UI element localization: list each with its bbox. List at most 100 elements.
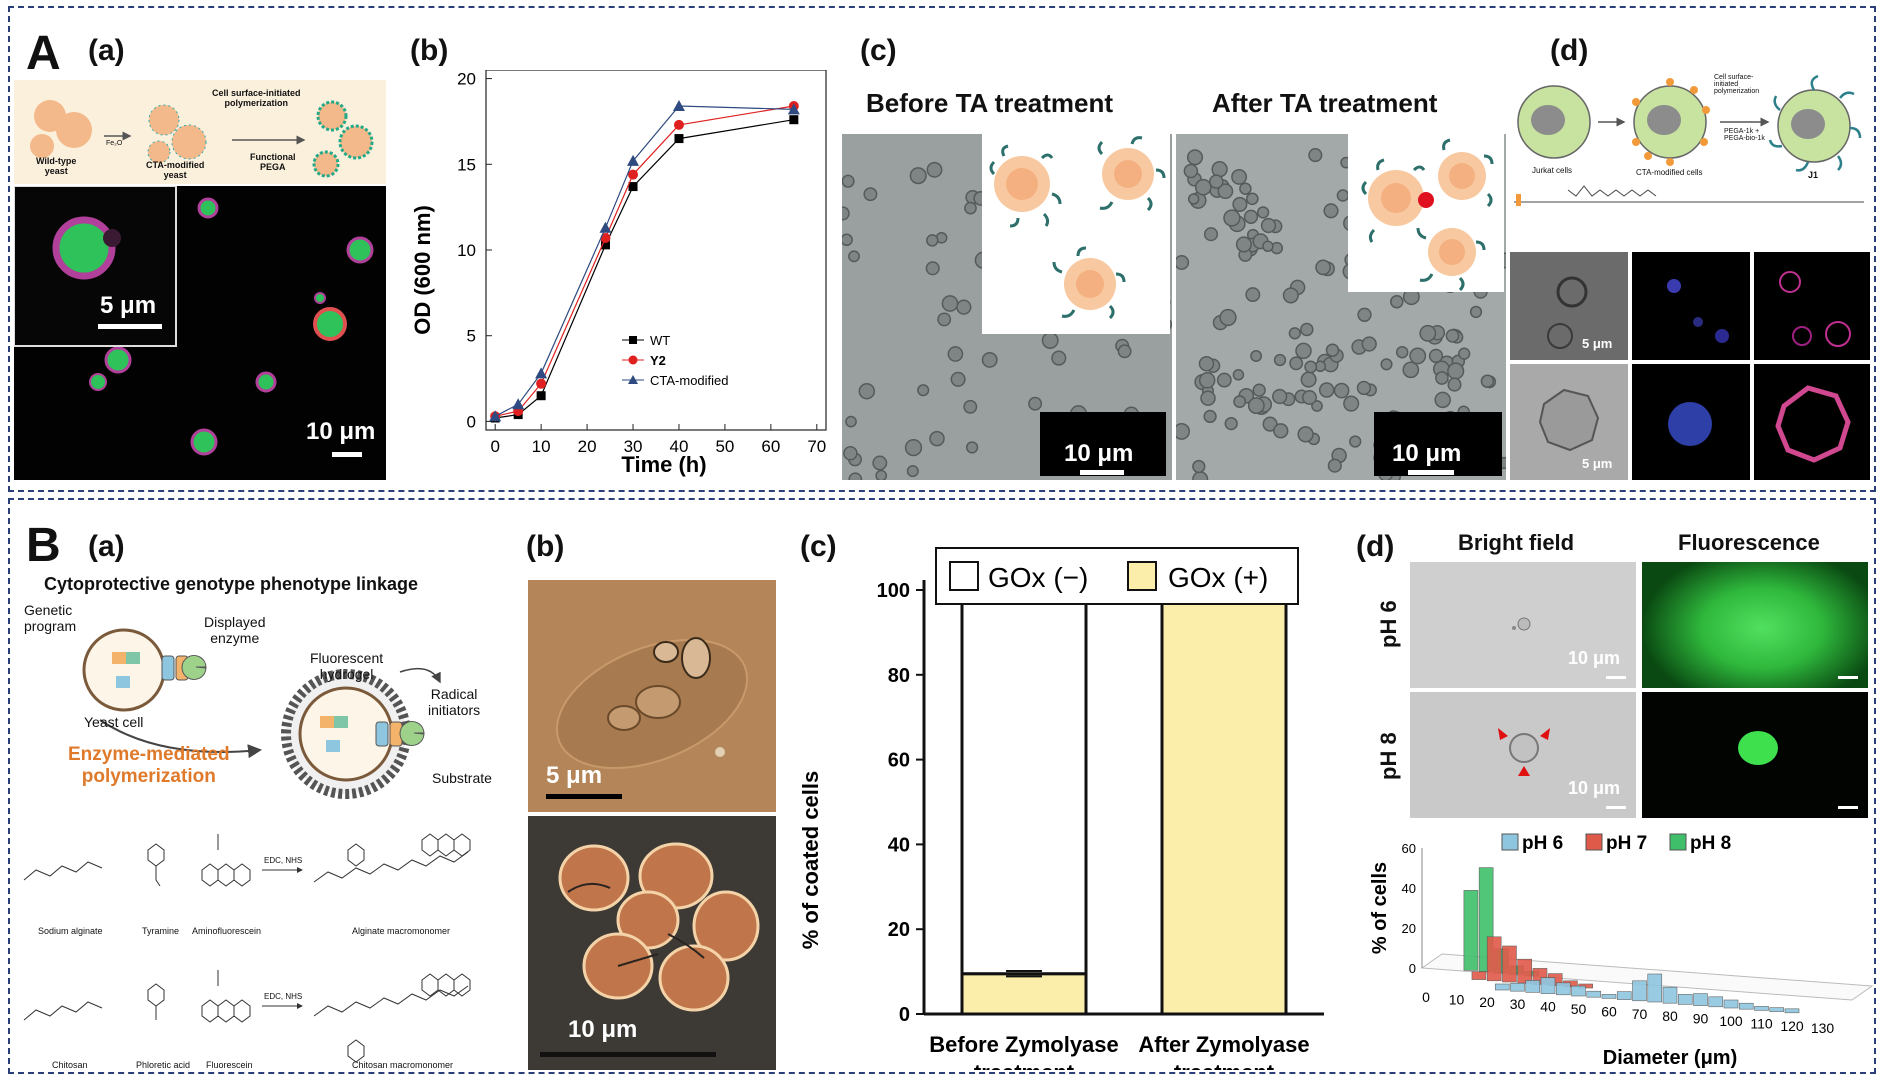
panel-b-frame [8,498,1876,1074]
chitosan-label: Chitosan [52,1060,88,1070]
histogram-bar-ph6 [1784,1008,1800,1014]
brightfield-ph8-scale-bar [1606,806,1626,809]
legend-label-gox-minus: GOx (−) [988,562,1088,593]
jurkat-magenta-2 [1754,364,1870,480]
yeast-cell [1333,382,1350,399]
jurkat-magenta-1-svg [1779,271,1851,347]
data-point-cta [599,221,612,233]
yeast-schematic-svg [30,100,374,178]
before-ta-scale-label: 10 μm [1064,440,1134,467]
yeast-cell [1469,305,1483,319]
yeast-cell [1302,390,1317,405]
yeast-cell [842,206,850,221]
ph8-row-label: pH 8 [1376,732,1401,780]
legend-marker-cta [628,375,638,384]
yeast-cell [1300,371,1317,388]
x-tick-label: 80 [1662,1008,1678,1024]
genetic-program-label: Genetic program [24,602,77,634]
histogram-bar-ph7 [1471,971,1487,980]
yeast-cell [1243,209,1259,224]
jurkat-bright-2-svg [1538,388,1600,452]
yeast-cell [1176,422,1191,440]
histogram-bar-ph6 [1540,977,1556,994]
yeast-cell [1187,193,1200,205]
histogram-bar-ph6 [1677,994,1693,1005]
y-tick-label: 0 [899,1004,910,1026]
brightfield-ph8-svg [1498,728,1550,776]
y-tick-label: 15 [457,155,476,174]
yeast-cell [1219,308,1237,327]
fluorescence-ph6 [1642,562,1868,688]
panel-a-d-label: (d) [1550,34,1589,67]
jurkat-scale-2-label: 5 μm [1582,456,1613,471]
yeast-cell [926,161,943,178]
x-tick-label: 110 [1750,1015,1773,1031]
sem-top-scale-label: 5 μm [546,762,603,789]
legend-swatch-ph7 [1585,833,1603,851]
category-label: After Zymolyase [1138,1032,1309,1057]
sem-bottom-scale-label: 10 μm [568,1016,638,1043]
x-tick-label: 60 [1601,1003,1617,1019]
yeast-cell [1434,391,1451,409]
sem-bottom-svg [558,842,760,1012]
displayed-enzyme-label: Displayed enzyme [204,614,266,646]
x-tick-label: 0 [490,437,499,456]
x-tick-label: 40 [1540,999,1556,1015]
chemistry-structures-svg [23,833,471,1063]
yeast-cell [1256,206,1270,219]
yeast-cell [926,234,939,247]
yeast-cell [1273,353,1287,367]
y-tick-label: 0 [467,412,476,431]
jurkat-blue-2-svg [1668,402,1712,446]
legend-swatch-ph8 [1669,833,1687,851]
wild-type-label: Wild-type yeast [36,156,77,176]
chitosan-macromonomer-label: Chitosan macromonomer [352,1060,454,1070]
data-point-cta [489,410,502,422]
data-point-cta [535,367,548,379]
yeast-cell [1356,380,1372,396]
yeast-cell [1402,361,1420,379]
histogram-bar-ph7 [1486,936,1502,982]
y-tick-label: 60 [1402,841,1416,856]
yeast-cell [1288,327,1301,340]
fluorescent-hydrogel-label: Fluorescent hydrogel [310,650,384,682]
histogram-bar-ph6 [1632,980,1647,1002]
x-tick-label: 20 [1479,994,1495,1010]
yeast-cell [1419,324,1437,342]
yeast-cell [1336,189,1350,202]
bar-segment-gox-plus [960,972,1088,1016]
panel-b-c-label: (c) [800,530,837,563]
fluorescence-ph6-scale-bar [1838,676,1858,679]
before-ta-inset-svg [989,136,1166,320]
coated-y-axis-label: % of coated cells [798,771,823,950]
linkage-title: Cytoprotective genotype phenotype linkag… [44,574,419,594]
legend-label: CTA-modified [650,373,729,388]
yeast-cell [1262,416,1278,432]
jurkat-blue-1-svg [1667,279,1729,343]
x-tick-label: 90 [1693,1011,1709,1027]
yeast-cell [1041,332,1059,349]
yeast-cell [1395,345,1409,359]
yeast-fluorescence-svg [14,186,374,456]
yeast-cell [1194,178,1212,196]
yeast-cell [1380,358,1393,371]
growth-y-axis-label: OD (600 nm) [410,205,435,335]
yeast-cell [1409,347,1427,365]
yeast-cell [1304,360,1318,374]
yeast-cell [981,351,998,368]
yeast-cell [858,382,876,400]
sem-bottom-scale-bar [540,1052,716,1057]
radical-initiators-label: Radical initiators [428,686,481,718]
yeast-cell [1198,372,1216,389]
after-ta-scale-bar [1408,470,1454,475]
panel-b-b-label: (b) [526,530,565,563]
histogram-bar-ph6 [1555,982,1571,996]
yeast-cell-label: Yeast cell [84,714,144,730]
yeast-cell [845,415,857,428]
a-a-fluorescence-micrograph: 5 μm 10 μm [14,186,386,480]
y-tick-label: 80 [888,665,910,687]
yeast-cell [1117,344,1132,359]
yeast-cell [1273,423,1289,439]
yeast-cell [1445,328,1460,343]
yeast-cell [1447,377,1462,392]
